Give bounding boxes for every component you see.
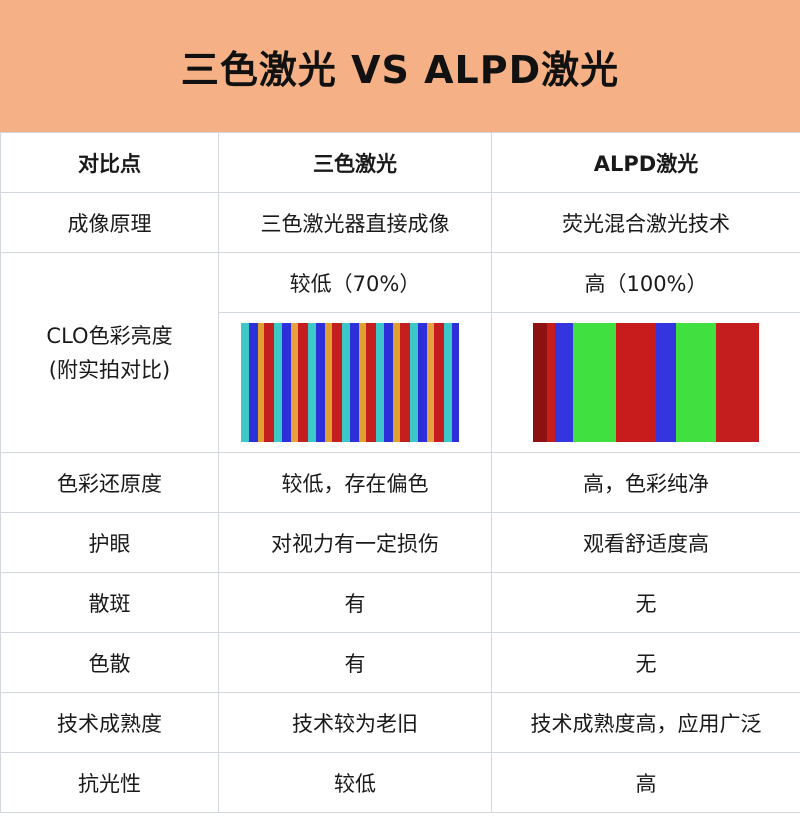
table-row: 技术成熟度 技术较为老旧 技术成熟度高，应用广泛 — [0, 692, 800, 753]
page-title: 三色激光 VS ALPD激光 — [180, 47, 620, 92]
three-color-value: 较低，存在偏色 — [218, 452, 492, 513]
comparison-table: 对比点 三色激光 ALPD激光 成像原理 三色激光器直接成像 荧光混合激光技术 … — [0, 132, 800, 813]
three-color-value: 三色激光器直接成像 — [218, 192, 492, 253]
alpd-value: 观看舒适度高 — [491, 512, 800, 573]
row-label-line: CLO色彩亮度 — [46, 323, 173, 348]
title-banner: 三色激光 VS ALPD激光 — [0, 0, 800, 132]
table-row: 护眼 对视力有一定损伤 观看舒适度高 — [0, 512, 800, 573]
table-row: CLO色彩亮度 (附实拍对比) 较低（70%） 高（100%） — [0, 252, 800, 453]
table-row: 抗光性 较低 高 — [0, 752, 800, 813]
alpd-value: 无 — [491, 632, 800, 693]
row-label: 护眼 — [0, 512, 219, 573]
three-color-value: 对视力有一定损伤 — [218, 512, 492, 573]
row-label: CLO色彩亮度 (附实拍对比) — [0, 252, 219, 453]
row-label: 色散 — [0, 632, 219, 693]
header-compare-point: 对比点 — [0, 132, 219, 193]
three-color-value: 较低 — [218, 752, 492, 813]
table-row: 成像原理 三色激光器直接成像 荧光混合激光技术 — [0, 192, 800, 253]
row-label-line: (附实拍对比) — [48, 357, 171, 382]
table-row: 色散 有 无 — [0, 632, 800, 693]
alpd-value: 高 — [491, 752, 800, 813]
row-label: 技术成熟度 — [0, 692, 219, 753]
table-row: 色彩还原度 较低，存在偏色 高，色彩纯净 — [0, 452, 800, 513]
three-color-stripe-photo — [241, 323, 469, 442]
table-row: 散斑 有 无 — [0, 572, 800, 633]
alpd-value: 高，色彩纯净 — [491, 452, 800, 513]
row-label: 色彩还原度 — [0, 452, 219, 513]
row-label: 散斑 — [0, 572, 219, 633]
three-color-value: 较低（70%） — [218, 252, 492, 313]
table-header-row: 对比点 三色激光 ALPD激光 — [0, 132, 800, 193]
alpd-stripe-photo — [533, 323, 759, 442]
row-label: 抗光性 — [0, 752, 219, 813]
header-alpd-laser: ALPD激光 — [491, 132, 800, 193]
three-color-value: 有 — [218, 572, 492, 633]
row-label: 成像原理 — [0, 192, 219, 253]
header-three-color-laser: 三色激光 — [218, 132, 492, 193]
alpd-value: 无 — [491, 572, 800, 633]
three-color-photo-cell — [218, 312, 492, 453]
three-color-value: 有 — [218, 632, 492, 693]
alpd-photo-cell — [491, 312, 800, 453]
three-color-value: 技术较为老旧 — [218, 692, 492, 753]
table-row-photos — [1, 312, 800, 453]
alpd-value: 荧光混合激光技术 — [491, 192, 800, 253]
alpd-value: 技术成熟度高，应用广泛 — [491, 692, 800, 753]
alpd-value: 高（100%） — [491, 252, 800, 313]
